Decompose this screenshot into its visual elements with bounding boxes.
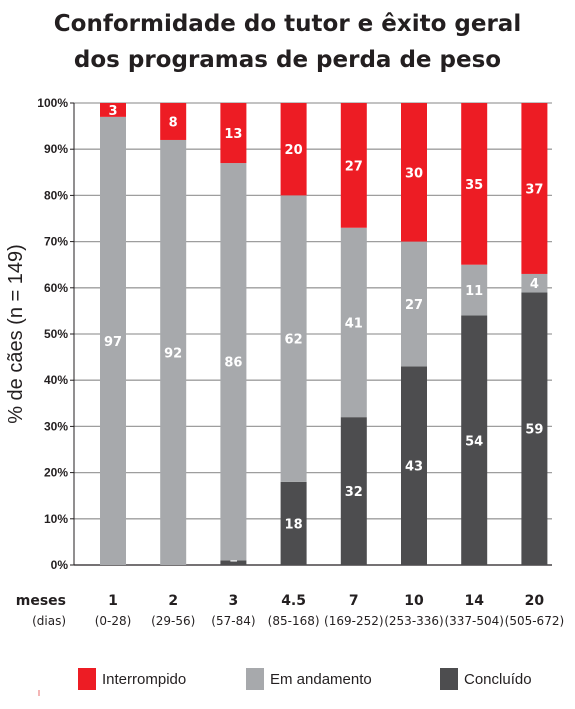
data-label-interrompido: 13 [224, 127, 242, 142]
bar-em_andamento [521, 273, 548, 293]
x-category-days-label: (0-28) [95, 614, 132, 628]
data-label-concluido: 59 [525, 423, 543, 438]
x-row-label-months: meses [16, 593, 66, 609]
chart-title-line-2: dos programas de perda de peso [73, 47, 502, 73]
data-label-em_andamento: 86 [224, 356, 242, 371]
bar-concluido [280, 481, 307, 565]
corner-mark [38, 690, 40, 696]
data-label-em_andamento: 27 [405, 298, 423, 313]
data-label-em_andamento: 92 [164, 346, 182, 361]
legend-label-concluido: Concluído [464, 670, 532, 688]
x-category-days-label: (253-336) [384, 614, 444, 628]
data-label-concluido: 18 [285, 517, 303, 532]
data-label-em_andamento: 62 [285, 333, 303, 348]
bar-interrompido [160, 103, 187, 140]
x-category-days-label: (29-56) [151, 614, 195, 628]
x-category-label: 7 [349, 593, 359, 609]
x-category-label: 20 [525, 593, 545, 609]
bar-interrompido [461, 103, 488, 265]
data-label-interrompido: 20 [285, 143, 303, 158]
y-tick-label: 60% [44, 281, 68, 295]
bar-em_andamento [100, 116, 126, 566]
x-category-days-label: (505-672) [505, 614, 565, 628]
x-category-label: 10 [404, 593, 424, 609]
y-tick-label: 40% [44, 373, 68, 387]
y-tick-label: 0% [51, 558, 69, 572]
data-label-interrompido: 3 [108, 104, 117, 119]
bar-em_andamento [280, 195, 307, 482]
data-label-em_andamento: 41 [345, 316, 363, 331]
legend-swatch-concluido [440, 668, 458, 690]
bar-concluido [461, 315, 488, 565]
bar-interrompido [521, 103, 548, 274]
data-label-interrompido: 27 [345, 159, 363, 174]
data-label-em_andamento: 11 [465, 284, 483, 299]
bar-em_andamento [160, 139, 187, 565]
bar-em_andamento [401, 241, 427, 367]
legend-item-interrompido: Interrompido [78, 665, 186, 693]
bar-interrompido [220, 103, 247, 164]
data-label-em_andamento: 4 [530, 277, 539, 292]
legend-item-em-andamento: Em andamento [246, 665, 372, 693]
bar-interrompido [340, 103, 367, 228]
bar-concluido [401, 366, 427, 565]
bar-concluido [340, 417, 367, 565]
data-label-interrompido: 30 [405, 166, 423, 181]
data-label-concluido: 32 [345, 485, 363, 500]
y-tick-label: 80% [44, 188, 68, 202]
bar-em_andamento [461, 264, 488, 316]
legend-item-concluido: Concluído [440, 665, 532, 693]
data-label-interrompido: 8 [169, 115, 178, 130]
legend-swatch-em-andamento [246, 668, 264, 690]
legend-label-interrompido: Interrompido [102, 670, 187, 688]
y-tick-label: 20% [44, 466, 68, 480]
chart-title-line-1: Conformidade do tutor e êxito geral [53, 11, 522, 37]
legend-label-em-andamento: Em andamento [270, 670, 372, 688]
x-category-label: 4.5 [281, 593, 306, 609]
data-label-concluido: 54 [465, 434, 483, 449]
y-tick-label: 10% [44, 512, 68, 526]
bar-interrompido [401, 103, 427, 242]
y-tick-label: 30% [44, 419, 68, 433]
y-axis-label: % de cães (n = 149) [5, 244, 27, 424]
legend-swatch-interrompido [78, 668, 96, 690]
x-category-days-label: (57-84) [211, 614, 255, 628]
bar-concluido [220, 560, 247, 565]
data-label-em_andamento: 97 [104, 335, 122, 350]
x-category-label: 2 [168, 593, 178, 609]
x-category-label: 3 [229, 593, 239, 609]
bar-interrompido [100, 103, 126, 117]
chart-legend: Interrompido Em andamento Concluído [0, 665, 575, 693]
bar-concluido [521, 292, 548, 565]
y-tick-label: 70% [44, 235, 68, 249]
bar-em_andamento [220, 163, 247, 561]
bar-interrompido [280, 103, 307, 196]
x-category-label: 1 [108, 593, 118, 609]
x-row-label-days: (dias) [32, 614, 66, 628]
data-label-concluido: 43 [405, 460, 423, 475]
bar-em_andamento [340, 227, 367, 418]
x-category-days-label: (85-168) [268, 614, 320, 628]
chart-title: Conformidade do tutor e êxito geral dos … [0, 6, 575, 78]
data-label-interrompido: 37 [525, 182, 543, 197]
x-category-label: 14 [464, 593, 484, 609]
y-tick-label: 100% [37, 96, 68, 110]
data-label-interrompido: 35 [465, 178, 483, 193]
y-tick-label: 90% [44, 142, 68, 156]
y-tick-label: 50% [44, 327, 68, 341]
x-category-days-label: (169-252) [324, 614, 384, 628]
x-category-days-label: (337-504) [444, 614, 504, 628]
